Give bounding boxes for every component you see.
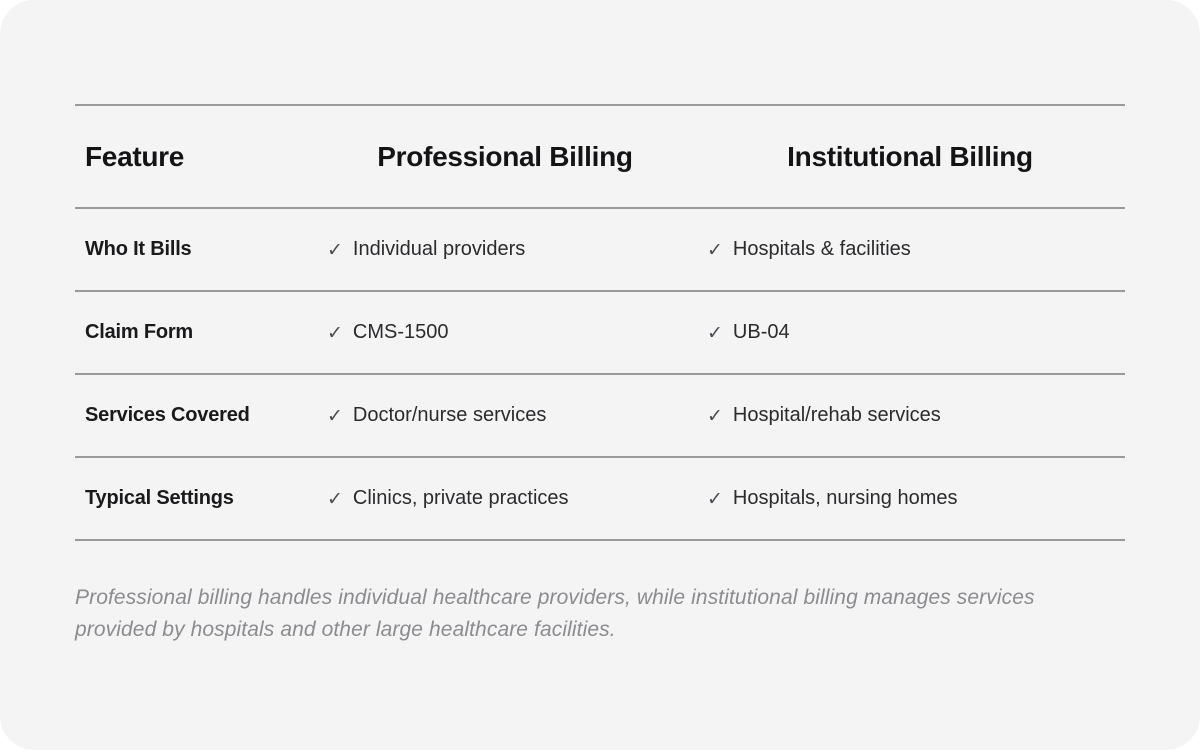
footnote-text: Professional billing handles individual … [75, 586, 1035, 641]
check-icon: ✓ [327, 323, 343, 344]
cell-text: CMS-1500 [352, 321, 449, 343]
check-icon: ✓ [707, 406, 723, 427]
institutional-value: ✓ Hospitals & facilities [695, 238, 1125, 261]
column-header-professional-billing: Professional Billing [377, 140, 633, 172]
table-row-claim-form: Claim Form ✓ CMS-1500 ✓ UB-04 [75, 290, 1125, 373]
cell-text: Hospitals, nursing homes [732, 487, 958, 509]
check-icon: ✓ [327, 406, 343, 427]
billing-comparison-table: Feature Professional Billing Institution… [75, 104, 1125, 541]
table-row-typical-settings: Typical Settings ✓ Clinics, private prac… [75, 456, 1125, 539]
check-icon: ✓ [707, 240, 723, 261]
check-icon: ✓ [707, 489, 723, 510]
table-row-services-covered: Services Covered ✓ Doctor/nurse services… [75, 373, 1125, 456]
cell-text: Individual providers [352, 238, 526, 260]
column-header-institutional-billing: Institutional Billing [787, 140, 1033, 172]
professional-value: ✓ Clinics, private practices [315, 487, 695, 510]
institutional-value: ✓ UB-04 [695, 321, 1125, 344]
row-label: Who It Bills [85, 238, 192, 260]
row-label: Typical Settings [85, 487, 234, 509]
cell-text: UB-04 [732, 321, 790, 343]
professional-value: ✓ CMS-1500 [315, 321, 695, 344]
table-row-who-it-bills: Who It Bills ✓ Individual providers ✓ Ho… [75, 207, 1125, 290]
institutional-value: ✓ Hospitals, nursing homes [695, 487, 1125, 510]
professional-value: ✓ Doctor/nurse services [315, 404, 695, 427]
cell-text: Clinics, private practices [352, 487, 569, 509]
check-icon: ✓ [327, 240, 343, 261]
row-label: Claim Form [85, 321, 194, 343]
check-icon: ✓ [707, 323, 723, 344]
column-header-feature: Feature [85, 140, 185, 172]
cell-text: Hospitals & facilities [732, 238, 911, 260]
institutional-value: ✓ Hospital/rehab services [695, 404, 1125, 427]
cell-text: Hospital/rehab services [732, 404, 941, 426]
table-header-row: Feature Professional Billing Institution… [75, 104, 1125, 207]
cell-text: Doctor/nurse services [352, 404, 547, 426]
row-label: Services Covered [85, 404, 250, 426]
check-icon: ✓ [327, 489, 343, 510]
professional-value: ✓ Individual providers [315, 238, 695, 261]
